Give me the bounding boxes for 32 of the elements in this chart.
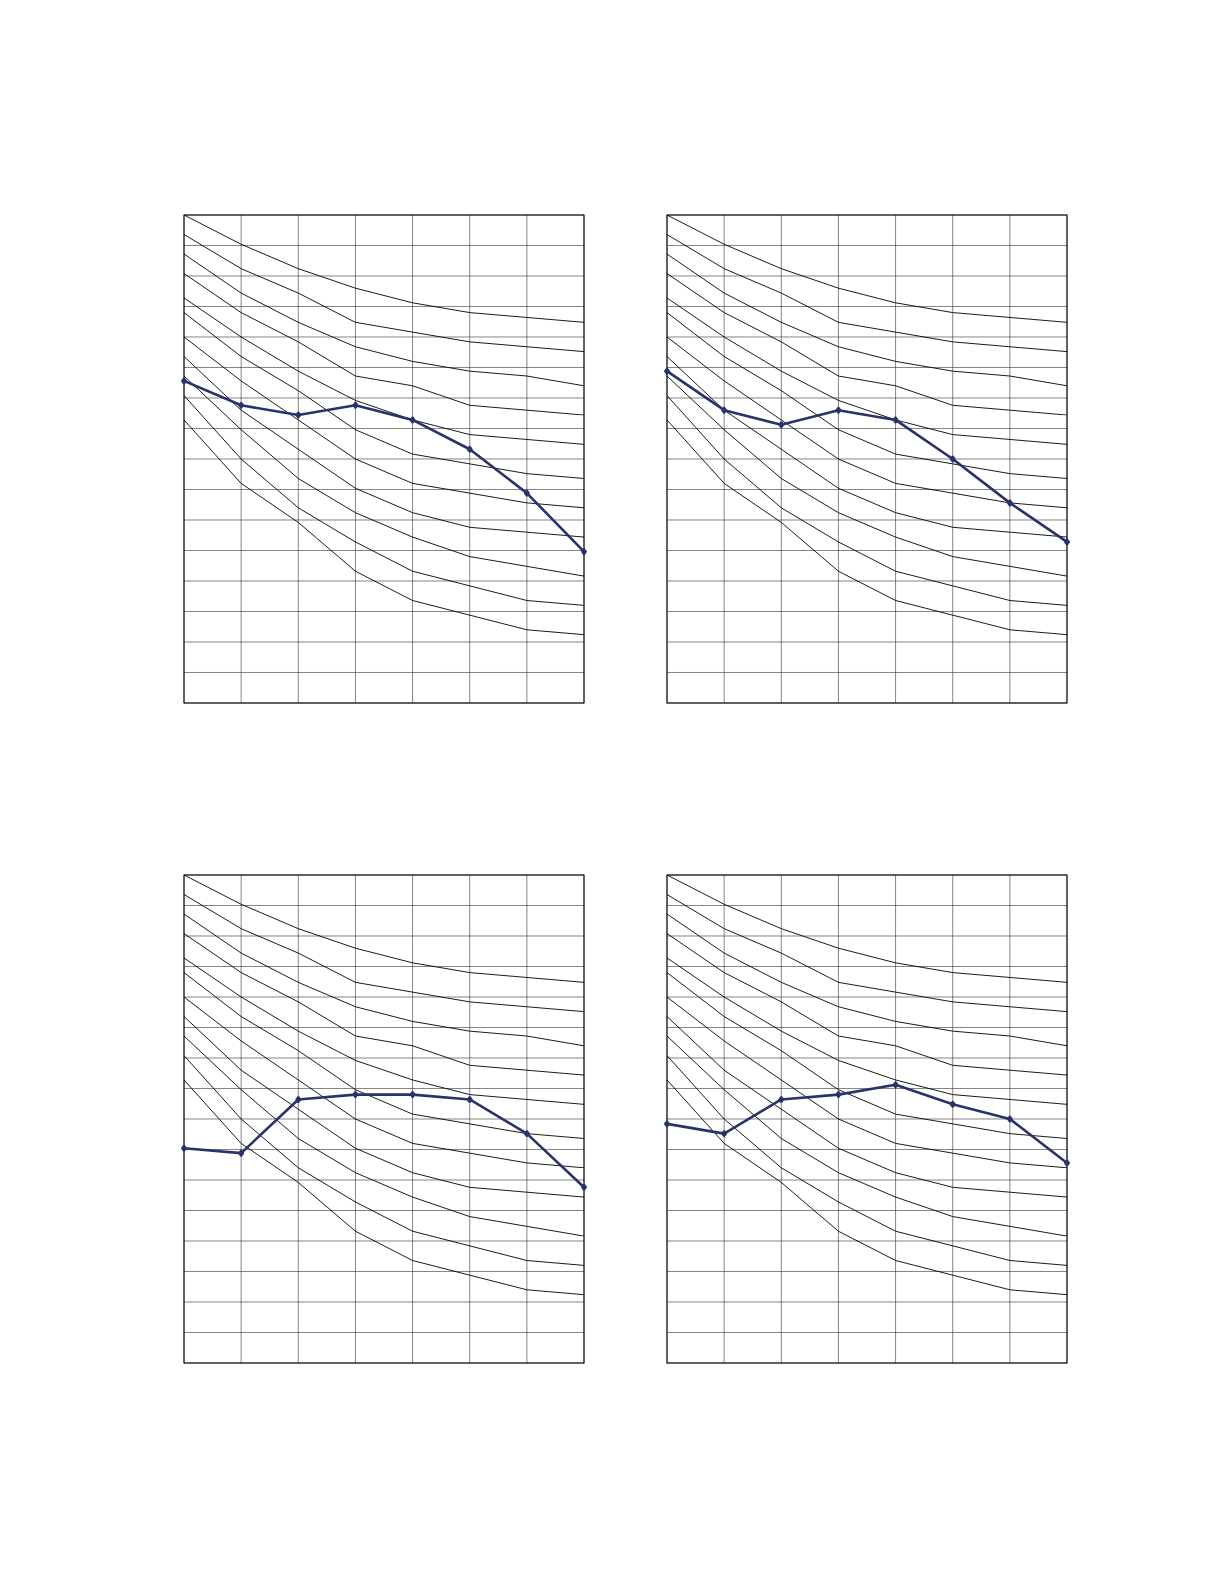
point	[523, 489, 530, 497]
point	[466, 1095, 473, 1103]
point	[835, 1091, 842, 1099]
point	[664, 1120, 670, 1128]
point	[581, 548, 587, 556]
point	[778, 421, 785, 429]
point	[664, 367, 670, 375]
point	[892, 416, 899, 424]
point	[238, 401, 245, 409]
point	[721, 406, 728, 414]
point	[523, 1130, 530, 1138]
point	[1064, 538, 1070, 546]
point	[1006, 499, 1013, 507]
point	[295, 411, 302, 419]
point	[778, 1095, 785, 1103]
point	[352, 1091, 359, 1099]
point	[892, 1081, 899, 1089]
point	[581, 1183, 587, 1191]
point	[721, 1130, 728, 1138]
point	[466, 445, 473, 453]
point	[1064, 1159, 1070, 1167]
point	[295, 1095, 302, 1103]
point	[409, 1091, 416, 1099]
point	[1006, 1115, 1013, 1123]
point	[409, 416, 416, 424]
point	[835, 406, 842, 414]
point	[181, 1144, 187, 1152]
point	[949, 1100, 956, 1108]
point	[238, 1149, 245, 1157]
point	[352, 401, 359, 409]
point	[181, 377, 187, 385]
point	[949, 455, 956, 463]
